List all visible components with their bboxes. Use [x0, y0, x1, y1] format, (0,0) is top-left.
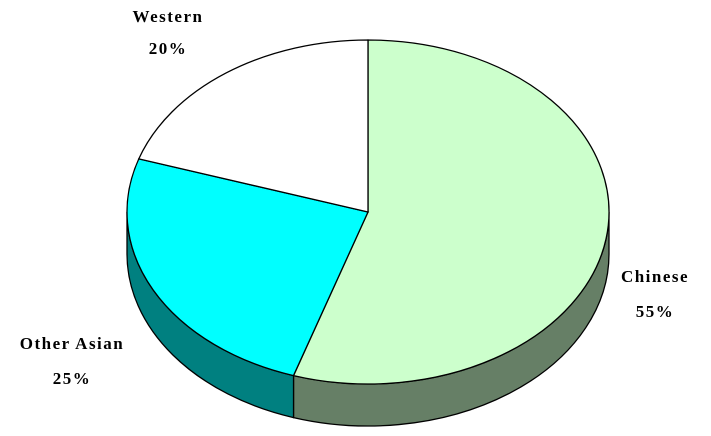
pie-slice: [137, 39, 369, 213]
labels: Chinese 55% Other Asian 25% Western 20%: [20, 7, 689, 388]
slice-label: Western: [133, 7, 204, 26]
slice-value-label: 55%: [636, 302, 675, 321]
pie-slice: [292, 39, 610, 385]
slice-value-label: 20%: [149, 39, 188, 58]
slice-label: Chinese: [621, 267, 689, 286]
pie-slice: [126, 158, 369, 377]
slice-value-label: 25%: [53, 369, 92, 388]
pie-tops: [126, 39, 610, 385]
slice-label: Other Asian: [20, 334, 125, 353]
